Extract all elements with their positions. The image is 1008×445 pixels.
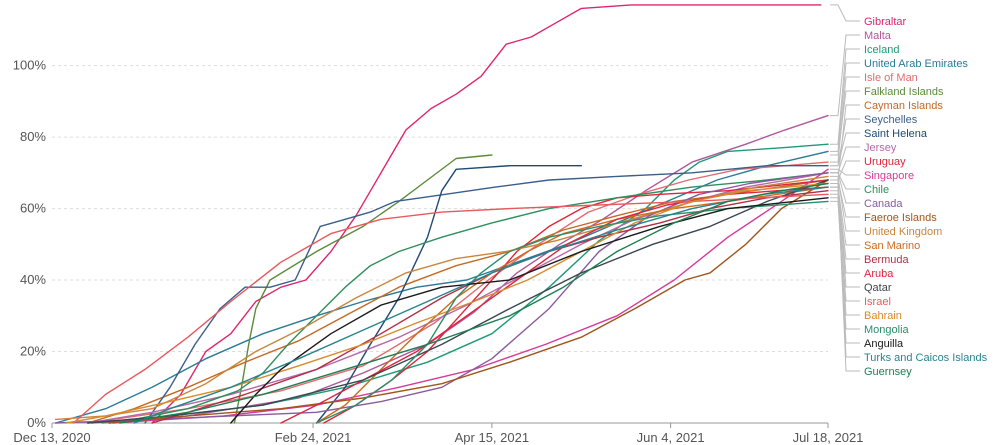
legend-leader	[830, 168, 860, 176]
series-lines	[54, 4, 829, 424]
legend-entry: Israel	[864, 296, 891, 308]
legend-entry: United Kingdom	[864, 226, 942, 238]
legend-leader	[830, 179, 860, 288]
legend-leader	[830, 172, 860, 204]
series-line	[133, 186, 829, 424]
legend-leader	[830, 118, 860, 167]
legend-entry: Faeroe Islands	[864, 212, 937, 224]
y-tick-label: 0%	[27, 415, 46, 430]
series-line	[112, 168, 829, 424]
legend-leader	[830, 175, 860, 232]
series-line	[72, 193, 829, 424]
series-line	[151, 4, 822, 424]
y-tick-label: 100%	[13, 58, 47, 73]
legend-leader	[830, 104, 860, 181]
legend-entry: Singapore	[864, 170, 914, 182]
legend-leader	[830, 160, 860, 181]
legend-leader	[830, 183, 860, 372]
legend-entry: Canada	[864, 198, 903, 210]
series-line	[233, 154, 493, 424]
x-tick-label: Jul 18, 2021	[793, 430, 864, 445]
series-line	[315, 165, 582, 424]
legend-leader	[830, 48, 860, 145]
legend-entry: Bahrain	[864, 310, 902, 322]
y-tick-label: 60%	[20, 201, 46, 216]
legend-leader	[830, 132, 860, 167]
series-line	[87, 179, 829, 424]
series-line	[108, 179, 829, 424]
legend-entry: Jersey	[864, 142, 897, 154]
series-line	[65, 182, 829, 424]
series-line	[230, 197, 829, 424]
legend-entry: Gibraltar	[864, 16, 907, 28]
series-line	[87, 161, 829, 424]
series-line	[119, 182, 829, 424]
x-axis: Dec 13, 2020 Feb 24, 2021 Apr 15, 2021 Jun …	[13, 422, 864, 445]
legend: Gibraltar Malta Iceland United Arab Emirate…	[830, 4, 988, 378]
legend-entry: Anguilla	[864, 338, 904, 350]
legend-leader	[830, 186, 860, 246]
x-tick-label: Feb 24, 2021	[275, 430, 352, 445]
legend-entry: Bermuda	[864, 254, 910, 266]
x-tick-label: Apr 15, 2021	[455, 430, 529, 445]
series-line	[315, 200, 829, 424]
legend-entry: Falkland Islands	[864, 86, 944, 98]
y-tick-label: 80%	[20, 129, 46, 144]
series-line	[54, 172, 829, 424]
legend-entry: Aruba	[864, 268, 894, 280]
legend-leader	[830, 90, 860, 156]
series-line	[90, 172, 829, 424]
legend-leader	[830, 4, 860, 22]
legend-leader	[830, 34, 860, 117]
legend-entry: Turks and Caicos Islands	[864, 352, 988, 364]
legend-entry: San Marino	[864, 240, 920, 252]
legend-entry: United Arab Emirates	[864, 58, 968, 70]
legend-entry: Uruguay	[864, 156, 906, 168]
legend-entry: Seychelles	[864, 114, 918, 126]
legend-entry: Saint Helena	[864, 128, 928, 140]
legend-entry: Isle of Man	[864, 72, 918, 84]
y-axis: 0% 20% 40% 60% 80% 100%	[13, 58, 47, 430]
legend-entry: Chile	[864, 184, 889, 196]
y-tick-label: 40%	[20, 272, 46, 287]
x-tick-label: Jun 4, 2021	[637, 430, 705, 445]
legend-entry: Malta	[864, 30, 892, 42]
legend-entry: Guernsey	[864, 366, 912, 378]
legend-entry: Iceland	[864, 44, 899, 56]
legend-entry: Mongolia	[864, 324, 910, 336]
y-tick-label: 20%	[20, 344, 46, 359]
legend-leader	[830, 62, 860, 152]
x-tick-label: Dec 13, 2020	[13, 430, 90, 445]
legend-entry: Qatar	[864, 282, 892, 294]
legend-entry: Cayman Islands	[864, 100, 943, 112]
series-line	[87, 179, 829, 424]
